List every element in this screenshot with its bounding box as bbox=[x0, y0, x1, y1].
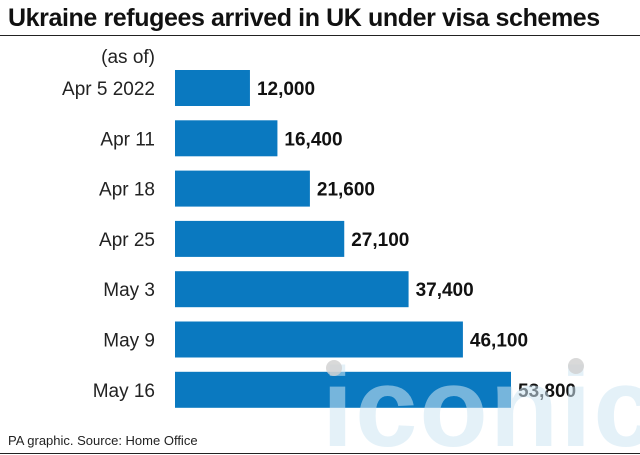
source-note: PA graphic. Source: Home Office bbox=[8, 433, 198, 448]
category-label: Apr 18 bbox=[99, 180, 155, 201]
bar bbox=[175, 271, 409, 308]
category-label: May 9 bbox=[103, 331, 155, 352]
as-of-label: (as of) bbox=[101, 47, 155, 68]
chart-title: Ukraine refugees arrived in UK under vis… bbox=[8, 4, 600, 32]
value-label: 53,800 bbox=[518, 381, 576, 402]
bar bbox=[175, 170, 310, 207]
value-label: 21,600 bbox=[317, 180, 375, 201]
value-label: 46,100 bbox=[470, 331, 528, 352]
bar bbox=[175, 371, 511, 408]
category-label: Apr 11 bbox=[100, 129, 155, 150]
category-label: Apr 25 bbox=[99, 230, 155, 251]
bar bbox=[175, 120, 278, 157]
value-label: 16,400 bbox=[284, 129, 342, 150]
category-label: May 3 bbox=[103, 280, 155, 301]
bar bbox=[175, 70, 250, 106]
title-divider bbox=[0, 35, 640, 36]
bar bbox=[175, 220, 345, 257]
category-label: May 16 bbox=[93, 381, 155, 402]
value-label: 37,400 bbox=[416, 280, 474, 301]
value-label: 12,000 bbox=[257, 79, 315, 100]
category-label: Apr 5 2022 bbox=[62, 79, 155, 100]
bottom-divider bbox=[0, 453, 640, 454]
value-label: 27,100 bbox=[351, 230, 409, 251]
bar bbox=[175, 321, 463, 358]
